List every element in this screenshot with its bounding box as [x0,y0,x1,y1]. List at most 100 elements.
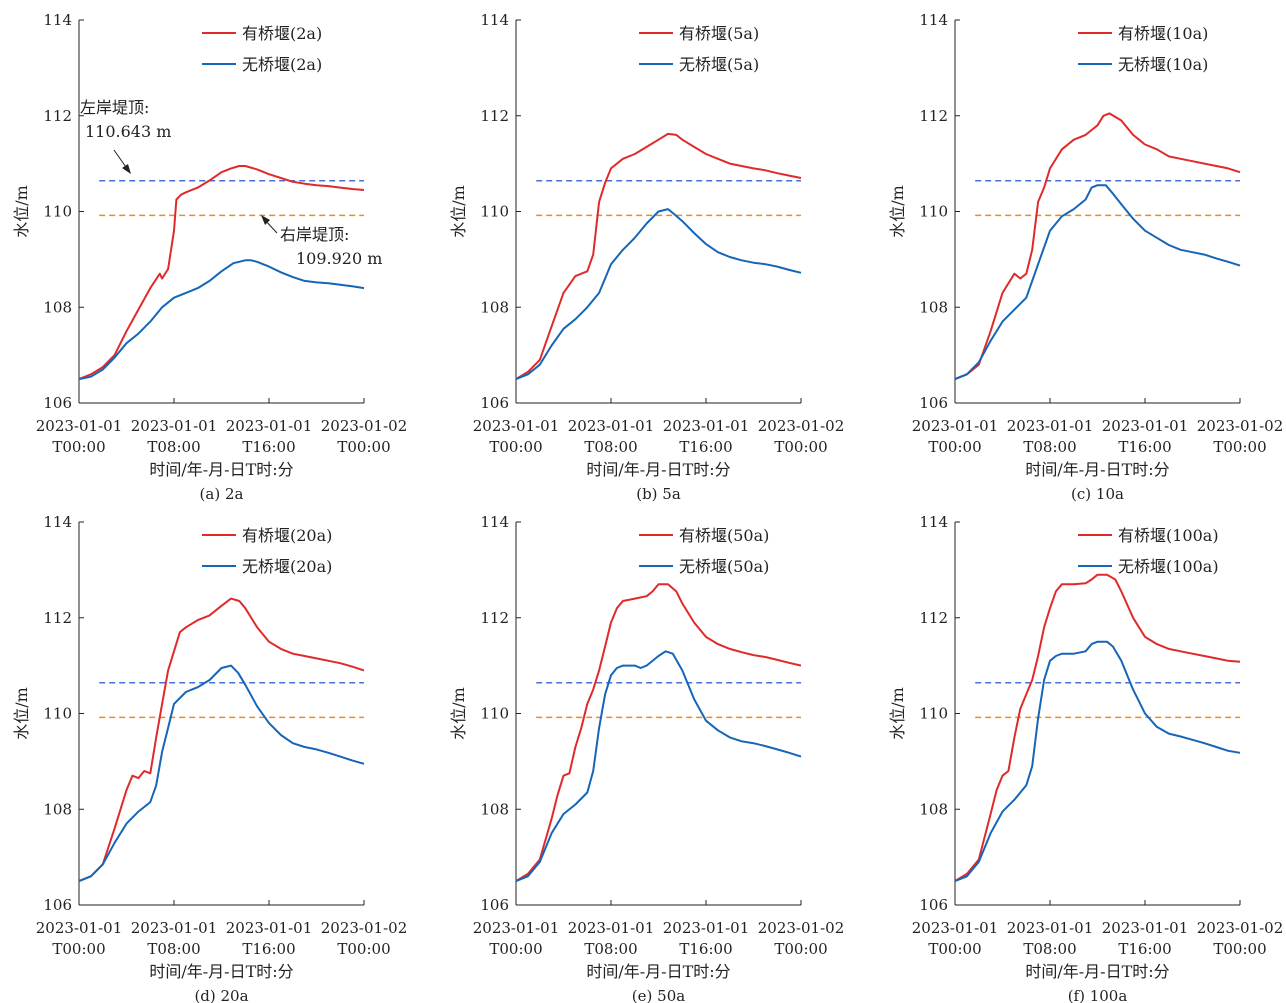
left-bank-annotation-label: 左岸堤顶: [80,98,149,117]
x-tick-label-date: 2023-01-01 [473,417,559,435]
legend-label: 无桥堰(100a) [1118,557,1219,576]
y-tick-label: 108 [919,800,948,818]
legend-label: 有桥堰(50a) [679,526,769,545]
x-tick-label-time: T08:00 [1023,438,1076,456]
x-tick-label-date: 2023-01-02 [321,417,407,435]
y-tick-label: 108 [43,800,72,818]
y-axis-label: 水位/m [12,687,31,740]
x-tick-label-date: 2023-01-01 [1007,919,1093,937]
without-bridge-series-line [78,664,365,883]
bank-crest-annotations: 左岸堤顶: 110.643 m 右岸堤顶: 109.920 m [80,98,382,268]
x-tick-label-time: T00:00 [928,940,981,958]
x-tick-label-time: T08:00 [147,940,200,958]
y-tick-label: 114 [480,11,509,29]
left-bank-annotation-value: 110.643 m [85,122,171,141]
y-tick-label: 108 [43,298,72,316]
x-tick-label-date: 2023-01-01 [36,417,122,435]
legend-label: 无桥堰(10a) [1118,55,1208,74]
y-tick-label: 110 [919,203,948,221]
y-tick-label: 108 [919,298,948,316]
x-tick-label-date: 2023-01-01 [226,417,312,435]
with-bridge-series-line [78,597,365,883]
legend-label: 无桥堰(20a) [242,557,332,576]
x-tick-label-time: T00:00 [928,438,981,456]
x-tick-label-time: T00:00 [1213,438,1266,456]
x-tick-label-time: T00:00 [337,940,390,958]
y-tick-label: 112 [919,609,948,627]
x-tick-label-time: T00:00 [489,940,542,958]
y-tick-label: 106 [919,896,948,914]
x-tick-label-time: T16:00 [1118,438,1171,456]
y-tick-label: 112 [43,609,72,627]
with-bridge-series-line [954,573,1241,882]
panel-4: 106 108 110 112 114 2023-01-01 T00:00 2023-01-0… [12,513,407,1003]
x-tick-label-time: T00:00 [774,940,827,958]
panel-caption: (e) 50a [632,987,685,1003]
y-tick-label: 114 [919,11,948,29]
panel-6: 106 108 110 112 114 2023-01-01 T00:00 2023-01-0… [888,513,1283,1003]
x-tick-label-time: T00:00 [337,438,390,456]
y-tick-label: 112 [480,609,509,627]
y-axis-label: 水位/m [449,687,468,740]
y-tick-label: 110 [919,705,948,723]
x-tick-label-time: T08:00 [1023,940,1076,958]
legend-label: 有桥堰(20a) [242,526,332,545]
legend-label: 有桥堰(5a) [679,24,759,43]
y-axis-label: 水位/m [888,687,907,740]
y-tick-label: 106 [43,896,72,914]
x-tick-label-time: T08:00 [147,438,200,456]
without-bridge-series-line [515,650,802,883]
y-tick-label: 112 [919,107,948,125]
y-tick-label: 110 [43,203,72,221]
legend-label: 有桥堰(100a) [1118,526,1219,545]
right-bank-arrowhead [261,215,270,225]
without-bridge-series-line [954,184,1241,381]
panel-3: 106 108 110 112 114 2023-01-01 T00:00 2023-01-0… [888,11,1283,503]
with-bridge-series-line [954,112,1241,381]
x-tick-label-date: 2023-01-01 [568,919,654,937]
legend-label: 无桥堰(5a) [679,55,759,74]
x-tick-label-date: 2023-01-01 [568,417,654,435]
y-tick-label: 110 [480,705,509,723]
y-tick-label: 106 [480,896,509,914]
legend-label: 有桥堰(10a) [1118,24,1208,43]
y-tick-label: 114 [43,513,72,531]
right-bank-annotation-value: 109.920 m [296,249,382,268]
x-tick-label-time: T00:00 [489,438,542,456]
x-tick-label-time: T08:00 [584,940,637,958]
panel-caption: (b) 5a [636,485,681,503]
x-tick-label-date: 2023-01-02 [758,417,844,435]
right-bank-annotation-label: 右岸堤顶: [280,225,349,244]
panel-1: 106 108 110 112 114 2023-01-01 T00:00 2023-01-0… [12,11,407,503]
y-axis-label: 水位/m [449,185,468,238]
x-tick-label-date: 2023-01-02 [1197,919,1283,937]
x-tick-label-time: T00:00 [1213,940,1266,958]
without-bridge-series-line [78,259,365,381]
panel-5: 106 108 110 112 114 2023-01-01 T00:00 2023-01-0… [449,513,844,1003]
x-tick-label-date: 2023-01-01 [131,919,217,937]
x-axis-label: 时间/年-月-日T时:分 [1025,962,1169,981]
y-tick-label: 114 [480,513,509,531]
left-bank-arrowhead [122,164,131,174]
panel-caption: (d) 20a [194,987,248,1003]
x-tick-label-time: T00:00 [52,438,105,456]
x-tick-label-date: 2023-01-01 [131,417,217,435]
x-axis-label: 时间/年-月-日T时:分 [586,460,730,479]
y-tick-label: 110 [480,203,509,221]
x-tick-label-date: 2023-01-01 [912,417,998,435]
x-tick-label-date: 2023-01-01 [226,919,312,937]
x-tick-label-time: T08:00 [584,438,637,456]
with-bridge-series-line [78,165,365,381]
panel-caption: (f) 100a [1068,987,1128,1003]
y-tick-label: 108 [480,298,509,316]
with-bridge-series-line [515,132,802,380]
y-tick-label: 108 [480,800,509,818]
x-tick-label-time: T16:00 [242,438,295,456]
x-tick-label-date: 2023-01-01 [663,417,749,435]
panel-caption: (c) 10a [1071,485,1124,503]
panel-caption: (a) 2a [200,485,244,503]
x-tick-label-date: 2023-01-01 [36,919,122,937]
x-tick-label-date: 2023-01-02 [1197,417,1283,435]
x-tick-label-time: T16:00 [679,438,732,456]
